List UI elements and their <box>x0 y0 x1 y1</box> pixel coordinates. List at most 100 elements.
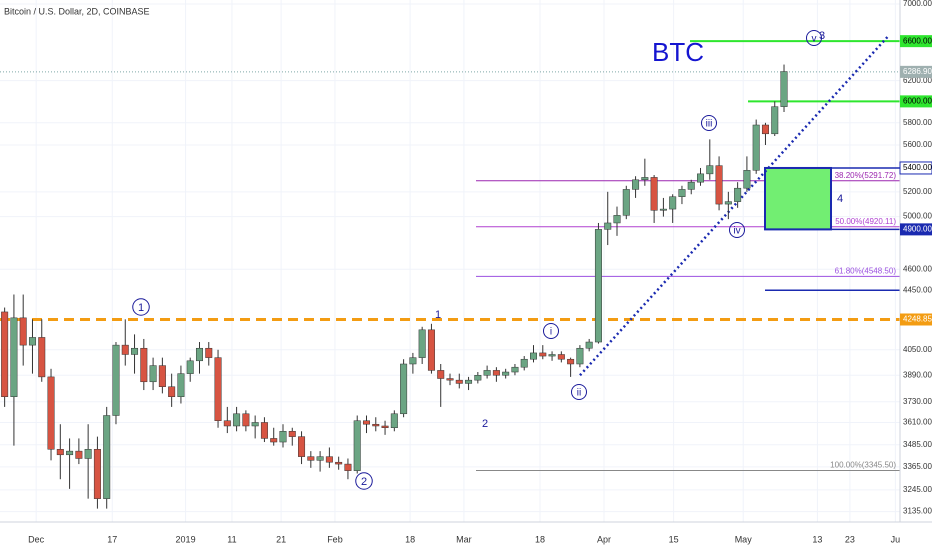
candle-body <box>567 358 575 365</box>
x-tick-label: Apr <box>597 534 611 544</box>
candle-body <box>585 341 593 349</box>
candle-body <box>353 420 361 471</box>
candle-body <box>530 352 538 360</box>
candle-body <box>706 165 714 175</box>
grid <box>0 0 900 522</box>
candle-body <box>93 449 101 499</box>
wave-circle <box>701 115 717 131</box>
y-tick-label: 3890.00 <box>903 370 932 379</box>
price-level-box <box>899 161 932 175</box>
candle-body <box>576 347 584 365</box>
price-level-box <box>900 95 932 108</box>
x-tick-label: 18 <box>535 534 545 544</box>
candle-body <box>251 422 259 427</box>
candle-body <box>121 344 129 355</box>
candle-body <box>557 354 565 360</box>
y-tick-label: 7000.00 <box>903 0 932 8</box>
price-level-label: 6600.00 <box>903 36 932 45</box>
x-tick-label: 13 <box>812 534 822 544</box>
candle-body <box>502 371 510 376</box>
wave-label: v <box>812 34 817 45</box>
candle-body <box>483 370 491 376</box>
x-tick-label: 21 <box>276 534 286 544</box>
candle-body <box>325 456 333 463</box>
wave-label: 2 <box>361 476 367 488</box>
candle-body <box>446 378 454 381</box>
candle-body <box>214 357 222 421</box>
candle-body <box>511 366 519 373</box>
candle-body <box>19 317 27 346</box>
candle-body <box>743 170 751 189</box>
y-tick-label: 4600.00 <box>903 264 932 273</box>
x-tick-label: 2019 <box>176 534 196 544</box>
candle-body <box>724 201 732 205</box>
wave-label: 1 <box>435 309 441 321</box>
candle-body <box>47 376 55 450</box>
candle-body <box>149 365 157 383</box>
wave-label: iii <box>706 119 713 130</box>
y-tick-label: 5600.00 <box>903 140 932 149</box>
candle-body <box>75 450 83 459</box>
x-tick-label: Dec <box>28 534 45 544</box>
wave-circle <box>543 323 559 339</box>
candle-body <box>66 450 74 456</box>
x-tick-label: Mar <box>456 534 472 544</box>
candle-body <box>697 173 705 183</box>
candle-body <box>335 461 343 465</box>
trendline <box>579 35 889 377</box>
price-level-label: 6000.00 <box>903 96 932 105</box>
candle-body <box>298 436 306 457</box>
y-tick-label: 5200.00 <box>903 187 932 196</box>
price-level-box <box>900 65 932 78</box>
candle-body <box>28 337 36 346</box>
wave-label: ii <box>577 388 581 399</box>
y-tick-label: 3485.00 <box>903 440 932 449</box>
price-level-label: 5400.00 <box>903 163 932 172</box>
candle-body <box>455 379 463 384</box>
candle-body <box>288 431 296 437</box>
candle-body <box>56 449 64 456</box>
fib-label: 50.00%(4920.11) <box>835 217 896 226</box>
price-level-label: 4900.00 <box>903 224 932 233</box>
candle-body <box>38 337 46 378</box>
candle-body <box>539 352 547 357</box>
wave-label: 1 <box>138 302 144 314</box>
candle-body <box>362 420 370 425</box>
candle-body <box>761 124 769 135</box>
candle-body <box>594 229 602 343</box>
x-tick-label: Feb <box>327 534 343 544</box>
candle-body <box>715 165 723 205</box>
wave-circle <box>355 472 373 490</box>
x-tick-label: 11 <box>227 534 236 544</box>
y-tick-label: 3365.00 <box>903 462 932 471</box>
candle-body <box>520 358 528 368</box>
candle-body <box>223 420 231 427</box>
candle-body <box>659 208 667 211</box>
x-tick-label: 17 <box>107 534 117 544</box>
y-tick-label: 3245.00 <box>903 485 932 494</box>
candle-body <box>548 354 556 357</box>
wave-label: iv <box>733 226 740 237</box>
price-level-box <box>900 313 932 326</box>
candle-body <box>177 373 185 397</box>
fib-label: 61.80%(4548.50) <box>835 267 897 276</box>
candle-body <box>233 413 241 427</box>
price-level-label: 4450.00 <box>903 285 932 294</box>
x-tick-label: 15 <box>669 534 679 544</box>
candle-body <box>734 187 742 202</box>
price-level-label: 6286.90 <box>903 67 932 76</box>
candle-body <box>112 344 120 416</box>
candle-body <box>752 124 760 171</box>
wave-circle <box>729 222 745 238</box>
candle-body <box>390 413 398 428</box>
candle-body <box>418 329 426 358</box>
y-tick-label: 4050.00 <box>903 345 932 354</box>
y-tick-label: 5000.00 <box>903 212 932 221</box>
candle-body <box>622 189 630 216</box>
x-tick-label: 18 <box>405 534 415 544</box>
candle-body <box>10 317 18 397</box>
candle-body <box>650 177 658 211</box>
fib-label: 100.00%(3345.50) <box>830 461 896 470</box>
